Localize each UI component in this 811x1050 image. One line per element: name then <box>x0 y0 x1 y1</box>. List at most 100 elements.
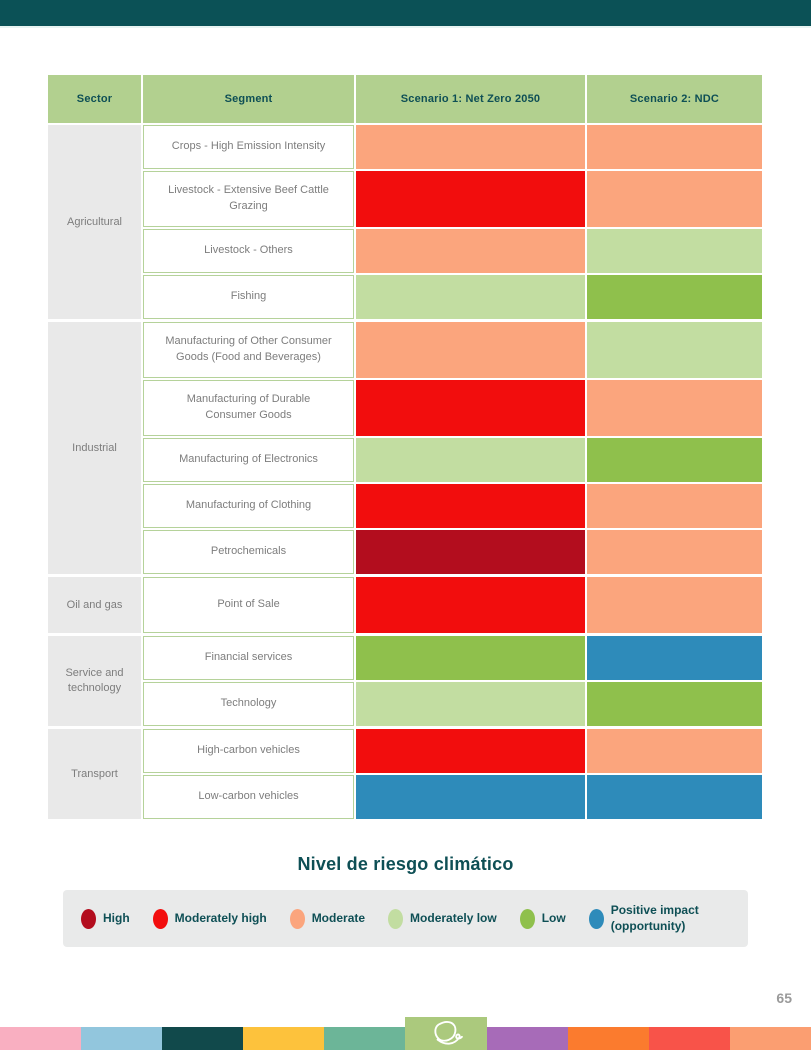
legend-item-low: Low <box>519 908 566 929</box>
positive_impact-dot-icon <box>588 908 604 929</box>
risk-cell-scenario2-moderate <box>587 125 762 169</box>
legend-item-positive_impact: Positive impact (opportunity) <box>588 902 713 934</box>
segment-cell: Manufacturing of Clothing <box>143 484 354 528</box>
moderately_high-dot-icon <box>152 908 168 929</box>
table-header-row: Sector Segment Scenario 1: Net Zero 2050… <box>48 75 762 123</box>
risk-cell-scenario2-moderate <box>587 484 762 528</box>
group-rows: Crops - High Emission Intensity Livestock… <box>143 125 762 319</box>
risk-cell-scenario1-low <box>356 636 585 680</box>
sector-cell: Transport <box>48 729 141 819</box>
climate-risk-table: Sector Segment Scenario 1: Net Zero 2050… <box>48 75 762 819</box>
footer-color-block-4 <box>324 1027 406 1050</box>
legend-item-moderate: Moderate <box>289 908 365 929</box>
segment-cell: Point of Sale <box>143 577 354 633</box>
risk-cell-scenario2-positive_impact <box>587 636 762 680</box>
risk-cell-scenario1-positive_impact <box>356 775 585 819</box>
sector-group: Industrial Manufacturing of Other Consume… <box>48 322 762 574</box>
segment-cell: Livestock - Others <box>143 229 354 273</box>
risk-cell-scenario2-low <box>587 275 762 319</box>
legend-box: High Moderately high Moderate Moderately lo… <box>63 890 748 947</box>
risk-cell-scenario1-moderately_high <box>356 171 585 227</box>
segment-cell: Manufacturing of Durable Consumer Goods <box>143 380 354 436</box>
low-dot-icon <box>519 908 535 929</box>
page-number: 65 <box>776 990 792 1006</box>
risk-cell-scenario1-moderately_high <box>356 380 585 436</box>
header-segment: Segment <box>143 75 354 123</box>
group-rows: Point of Sale <box>143 577 762 633</box>
sector-group: Oil and gas Point of Sale <box>48 577 762 633</box>
risk-cell-scenario2-low <box>587 438 762 482</box>
table-row: Livestock - Extensive Beef Cattle Grazin… <box>143 171 762 227</box>
risk-cell-scenario2-moderate <box>587 171 762 227</box>
risk-cell-scenario2-moderate <box>587 530 762 574</box>
footer-color-block-9 <box>729 1027 811 1050</box>
table-row: Manufacturing of Clothing <box>143 484 762 528</box>
risk-cell-scenario1-moderately_low <box>356 682 585 726</box>
table-row: High-carbon vehicles <box>143 729 762 773</box>
table-row: Fishing <box>143 275 762 319</box>
footer-color-block-2 <box>162 1027 244 1050</box>
segment-cell: Petrochemicals <box>143 530 354 574</box>
group-rows: Manufacturing of Other Consumer Goods (F… <box>143 322 762 574</box>
risk-cell-scenario2-moderately_low <box>587 229 762 273</box>
top-bar <box>0 0 811 28</box>
legend-label: Low <box>541 910 566 925</box>
risk-cell-scenario2-moderate <box>587 577 762 633</box>
risk-cell-scenario1-moderately_low <box>356 438 585 482</box>
risk-cell-scenario1-moderate <box>356 322 585 378</box>
segment-cell: Financial services <box>143 636 354 680</box>
segment-cell: Manufacturing of Electronics <box>143 438 354 482</box>
segment-cell: High-carbon vehicles <box>143 729 354 773</box>
sector-cell: Oil and gas <box>48 577 141 633</box>
sector-cell: Service and technology <box>48 636 141 726</box>
footer-color-block-5 <box>405 1017 487 1050</box>
risk-cell-scenario2-low <box>587 682 762 726</box>
footer-color-block-1 <box>81 1027 163 1050</box>
segment-cell: Livestock - Extensive Beef Cattle Grazin… <box>143 171 354 227</box>
table-row: Manufacturing of Other Consumer Goods (F… <box>143 322 762 378</box>
footer-color-block-8 <box>648 1027 730 1050</box>
table-row: Manufacturing of Durable Consumer Goods <box>143 380 762 436</box>
legend-label: Moderately low <box>410 910 497 925</box>
risk-cell-scenario2-moderate <box>587 729 762 773</box>
legend-item-high: High <box>81 908 130 929</box>
table-row: Petrochemicals <box>143 530 762 574</box>
risk-cell-scenario1-moderate <box>356 229 585 273</box>
segment-cell: Technology <box>143 682 354 726</box>
table-body: Agricultural Crops - High Emission Intens… <box>48 125 762 819</box>
risk-cell-scenario2-positive_impact <box>587 775 762 819</box>
risk-cell-scenario1-moderate <box>356 125 585 169</box>
legend-item-moderately_high: Moderately high <box>152 908 267 929</box>
legend-label: Moderately high <box>174 910 267 925</box>
risk-cell-scenario1-moderately_high <box>356 577 585 633</box>
moderately_low-dot-icon <box>388 908 404 929</box>
table-row: Financial services <box>143 636 762 680</box>
header-sector: Sector <box>48 75 141 123</box>
legend-label: High <box>103 910 130 925</box>
footer-color-block-0 <box>0 1027 82 1050</box>
risk-cell-scenario2-moderate <box>587 380 762 436</box>
risk-cell-scenario2-moderately_low <box>587 322 762 378</box>
leaf-logo-icon <box>425 1019 467 1049</box>
risk-cell-scenario1-high <box>356 530 585 574</box>
table-row: Livestock - Others <box>143 229 762 273</box>
high-dot-icon <box>81 908 96 929</box>
sector-cell: Agricultural <box>48 125 141 319</box>
footer-color-block-6 <box>486 1027 568 1050</box>
sector-cell: Industrial <box>48 322 141 574</box>
table-row: Low-carbon vehicles <box>143 775 762 819</box>
segment-cell: Fishing <box>143 275 354 319</box>
sector-group: Service and technology Financial services… <box>48 636 762 726</box>
sector-group: Transport High-carbon vehicles Low-carbon … <box>48 729 762 819</box>
segment-cell: Manufacturing of Other Consumer Goods (F… <box>143 322 354 378</box>
group-rows: High-carbon vehicles Low-carbon vehicles <box>143 729 762 819</box>
table-row: Technology <box>143 682 762 726</box>
footer-color-block-7 <box>567 1027 649 1050</box>
segment-cell: Low-carbon vehicles <box>143 775 354 819</box>
risk-cell-scenario1-moderately_high <box>356 729 585 773</box>
legend-title: Nivel de riesgo climático <box>297 854 514 874</box>
legend-label: Positive impact (opportunity) <box>610 902 699 933</box>
risk-cell-scenario1-moderately_high <box>356 484 585 528</box>
header-scenario1: Scenario 1: Net Zero 2050 <box>356 75 585 123</box>
